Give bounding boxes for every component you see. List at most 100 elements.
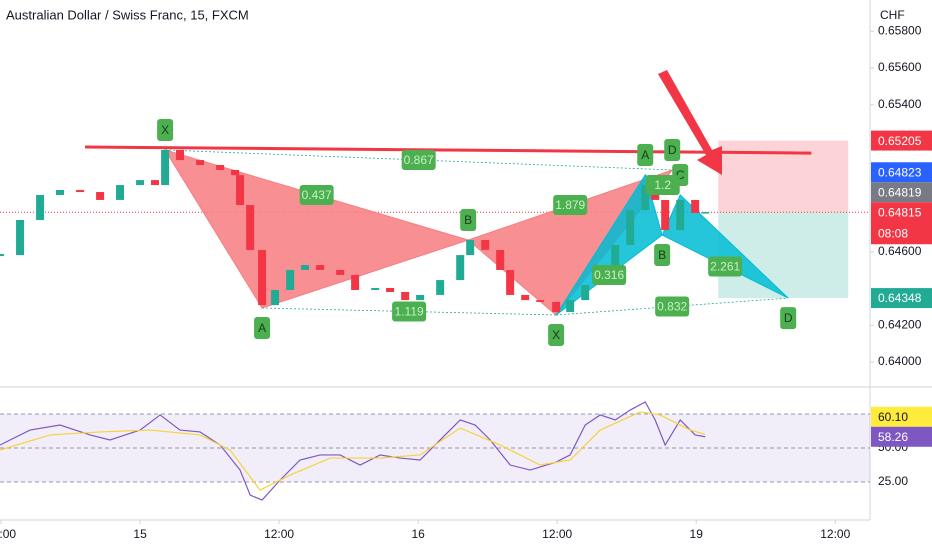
rsi-line <box>0 411 706 491</box>
axis-badge <box>871 162 932 183</box>
candle <box>176 149 185 161</box>
axis-badge <box>871 406 932 427</box>
annotation-arrow <box>658 70 722 175</box>
point-label-box <box>654 244 671 267</box>
candle <box>611 244 620 265</box>
candle <box>536 300 545 302</box>
ratio-box <box>645 174 680 195</box>
point-label-box <box>548 323 565 346</box>
ratio-box <box>655 296 690 317</box>
axis-badge-label: 0.64348 <box>878 291 922 305</box>
ratio-box <box>708 256 743 277</box>
candle <box>116 185 125 200</box>
pattern-leg <box>262 307 557 316</box>
candle <box>456 255 465 281</box>
axis-badge-label: 60.10 <box>878 410 908 424</box>
axis-badge <box>871 426 932 447</box>
y-tick-label: 0.65600 <box>878 60 922 74</box>
candle <box>481 240 490 250</box>
candle <box>521 294 530 301</box>
ratio-label: 0.867 <box>404 153 434 167</box>
candle <box>436 280 445 295</box>
ratio-label: 0.316 <box>594 268 624 282</box>
ratio-box <box>392 301 427 322</box>
x-tick-label: 15 <box>133 527 147 541</box>
countdown: 08:08 <box>878 226 908 240</box>
ratio-label: 1.879 <box>555 198 585 212</box>
y-tick-label: 0.64000 <box>878 354 922 368</box>
ratio-box <box>299 184 334 205</box>
candle <box>552 301 561 313</box>
candle <box>151 180 160 186</box>
x-tick-label: 19 <box>690 527 704 541</box>
candle <box>196 160 205 166</box>
ratio-box <box>401 149 436 170</box>
axis-badge-label: 0.65205 <box>878 134 922 148</box>
axis-badge <box>871 130 932 151</box>
x-tick-label: 16 <box>411 527 425 541</box>
candle <box>641 185 650 211</box>
point-label: X <box>552 328 560 342</box>
point-label-box <box>460 209 477 232</box>
candle <box>416 294 425 301</box>
y-tick-label: 0.65800 <box>878 23 922 37</box>
point-label-box <box>157 118 174 141</box>
candle <box>236 175 245 206</box>
candle <box>351 274 360 290</box>
candle <box>136 180 145 186</box>
candle <box>301 264 310 270</box>
candle <box>216 165 225 170</box>
point-label: X <box>161 123 169 137</box>
candle <box>76 190 85 193</box>
axis-badge <box>871 202 932 245</box>
ratio-label: 2.261 <box>710 260 740 274</box>
candle <box>401 292 410 301</box>
candle <box>466 240 475 256</box>
candle <box>566 300 575 313</box>
point-label: D <box>668 143 677 157</box>
candle <box>676 199 685 231</box>
ratio-label: 1.119 <box>395 305 424 319</box>
candle <box>386 287 395 293</box>
candle <box>96 192 105 200</box>
candle <box>506 269 515 295</box>
candle <box>246 205 255 250</box>
axis-badge-label: 58.26 <box>878 430 908 444</box>
rsi-line <box>0 401 706 501</box>
candle <box>626 210 635 245</box>
candle <box>286 269 295 290</box>
candle <box>691 199 700 213</box>
ratio-box <box>592 265 627 286</box>
y-tick-label: 0.65400 <box>878 97 922 111</box>
ratio-box <box>553 194 588 215</box>
point-label-box <box>254 317 271 339</box>
point-label-box <box>637 143 654 166</box>
candle <box>496 249 505 270</box>
axis-badge-label: 0.64823 <box>878 165 922 179</box>
point-label: A <box>258 321 266 335</box>
axis-badge <box>871 288 932 309</box>
x-tick-label: 12:00 <box>0 527 16 541</box>
x-tick-label: 12:00 <box>264 527 294 541</box>
point-label: D <box>784 311 793 325</box>
ratio-label: 0.832 <box>657 300 687 314</box>
candle <box>258 249 267 306</box>
point-label-box <box>780 307 797 330</box>
candle <box>371 287 380 290</box>
y-tick-label: 0.64200 <box>878 317 922 331</box>
candle <box>161 149 170 186</box>
y-tick-label: 0.64600 <box>878 244 922 258</box>
trendline <box>85 145 812 155</box>
point-label-box <box>664 138 681 161</box>
candle <box>661 199 670 231</box>
candle <box>56 190 65 195</box>
x-tick-label: 12:00 <box>542 527 572 541</box>
x-tick-label: 12:00 <box>820 527 850 541</box>
candle <box>36 194 45 220</box>
axis-badge <box>871 182 932 203</box>
ratio-label: 1.2 <box>654 178 671 192</box>
layer: 75.0050.0025.000.658000.656000.654000.64… <box>0 23 932 541</box>
